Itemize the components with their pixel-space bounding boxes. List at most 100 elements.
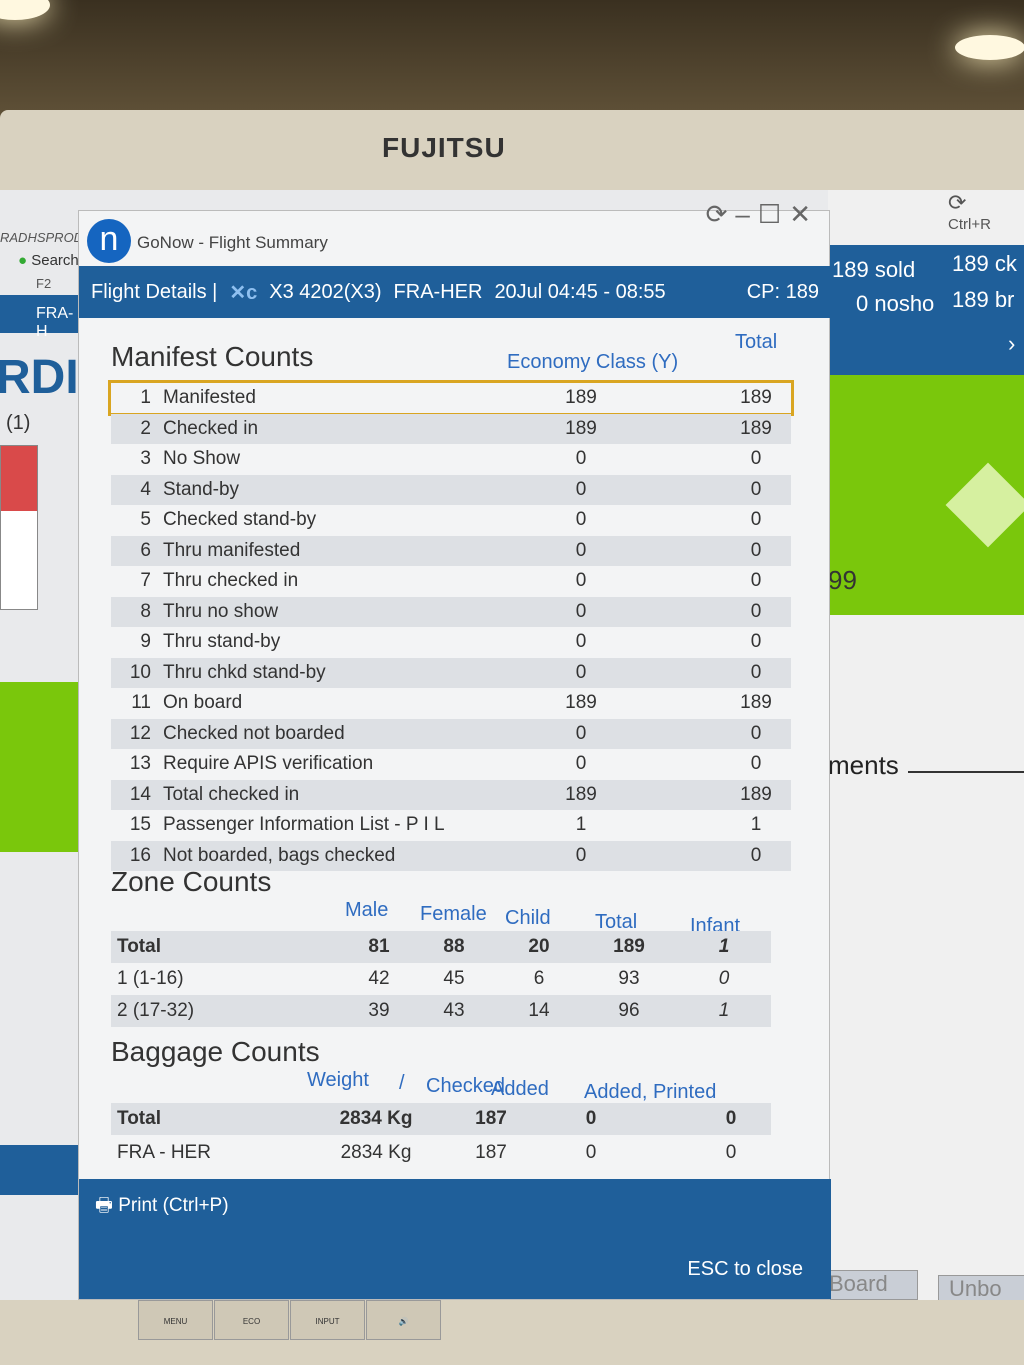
baggage-value: 0 <box>585 1108 597 1129</box>
row-label: Checked in <box>163 417 259 439</box>
total-value: 189 <box>740 417 772 439</box>
ceiling-light <box>0 0 50 20</box>
flight-header: Flight Details | ✕c X3 4202(X3) FRA-HER … <box>79 266 831 318</box>
total-value: 0 <box>750 448 762 469</box>
chevron-right-icon[interactable]: › <box>1008 331 1016 356</box>
refresh-icon[interactable]: ⟳ <box>705 199 736 229</box>
manifest-row: 11 On board 189 189 <box>111 688 791 718</box>
partial-label: ments <box>828 750 899 780</box>
total-value: 189 <box>740 692 772 713</box>
ceiling-light <box>955 35 1024 60</box>
maximize-button[interactable]: ☐ <box>757 199 790 229</box>
baggage-value: 187 <box>475 1108 507 1129</box>
total-value: 0 <box>750 509 762 530</box>
print-button[interactable]: 🖶 Print (Ctrl+P) <box>95 1191 229 1223</box>
dialog-titlebar: n GoNow - Flight Summary ⟳–☐✕ <box>79 199 829 271</box>
divider <box>908 771 1024 773</box>
monitor-button[interactable]: ECO <box>214 1300 289 1340</box>
manifest-row: 10 Thru chkd stand-by 0 0 <box>111 657 791 688</box>
zone-label: Total <box>117 936 161 957</box>
economy-value: 0 <box>575 600 587 622</box>
manifest-row: 7 Thru checked in 0 0 <box>111 566 791 596</box>
row-label: Thru checked in <box>163 570 299 591</box>
zone-value: 20 <box>528 936 550 957</box>
economy-value: 0 <box>575 661 587 683</box>
partial-number: 99 <box>828 565 857 595</box>
print-label: Print (Ctrl+P) <box>118 1195 229 1216</box>
total-value: 0 <box>750 570 762 591</box>
zone-value: 96 <box>618 1000 640 1021</box>
zone-label: 1 (1-16) <box>117 968 184 989</box>
row-label: Passenger Information List - P I L <box>163 814 445 835</box>
economy-value: 0 <box>575 448 587 469</box>
green-panel: 99 <box>828 375 1024 615</box>
monitor-button[interactable]: MENU <box>138 1300 213 1340</box>
economy-value: 189 <box>565 387 597 408</box>
economy-value: 0 <box>575 753 587 774</box>
economy-value: 0 <box>575 478 587 500</box>
row-number: 5 <box>140 509 151 530</box>
zone-title: Zone Counts <box>111 866 272 897</box>
total-value: 0 <box>750 753 762 774</box>
zone-value: 43 <box>443 1000 465 1021</box>
search-button[interactable]: ● Search <box>18 252 79 269</box>
background-footer <box>0 1145 80 1195</box>
baggage-value: 0 <box>585 1142 597 1163</box>
manifest-row: 2 Checked in 189 189 <box>111 413 791 444</box>
dialog-title: GoNow - Flight Summary <box>137 233 328 252</box>
monitor-button[interactable]: INPUT <box>290 1300 365 1340</box>
board-button[interactable]: Board <box>818 1270 918 1300</box>
total-value: 189 <box>740 783 772 805</box>
background-app-left: RADHSPROD1 ● Search F2 FRA-H RDIN (1) <box>0 190 113 1300</box>
zone-row: 2 (17-32) 39 43 14 96 1 <box>111 995 771 1027</box>
refresh-button[interactable]: ⟳ Ctrl+R <box>948 190 991 233</box>
baggage-value: 2834 Kg <box>340 1142 412 1163</box>
zone-value: 1 <box>718 1000 730 1021</box>
green-block <box>0 682 80 852</box>
row-number: 15 <box>129 814 151 835</box>
row-label: Thru chkd stand-by <box>163 661 326 683</box>
baggage-col-header: Added, Printed <box>584 1081 717 1103</box>
close-button[interactable]: ✕ <box>789 199 819 229</box>
manifest-row: 13 Require APIS verification 0 0 <box>111 749 791 779</box>
background-app-right: ⟳ Ctrl+R 189 sold 189 ck 0 nosho 189 br ›… <box>818 190 1024 1300</box>
zone-col-header: Total <box>595 911 638 933</box>
background-count: (1) <box>6 412 31 434</box>
baggage-value: 187 <box>475 1142 507 1163</box>
refresh-shortcut: Ctrl+R <box>948 216 991 233</box>
dialog-footer: 🖶 Print (Ctrl+P) ESC to close <box>79 1179 831 1299</box>
economy-value: 0 <box>575 509 587 530</box>
minimize-button[interactable]: – <box>735 199 758 229</box>
background-card <box>0 445 38 610</box>
row-number: 4 <box>140 478 151 500</box>
status-dot-icon: ● <box>18 252 28 269</box>
economy-value: 0 <box>575 539 587 561</box>
monitor-button[interactable]: 🔊 <box>366 1300 441 1340</box>
flight-details-label: Flight Details | <box>91 280 218 303</box>
esc-close-hint[interactable]: ESC to close <box>687 1258 803 1280</box>
zone-value: 88 <box>443 936 465 957</box>
app-logo: n <box>87 219 131 263</box>
row-label: Manifested <box>163 387 256 408</box>
total-value: 0 <box>750 539 762 561</box>
col-economy: Economy Class (Y) <box>507 351 679 373</box>
total-value: 1 <box>750 814 762 835</box>
monitor-brand: FUJITSU <box>382 132 506 163</box>
row-number: 12 <box>129 722 151 744</box>
window-controls: ⟳–☐✕ <box>706 199 819 230</box>
baggage-title: Baggage Counts <box>111 1036 320 1067</box>
manifest-title: Manifest Counts <box>111 341 314 372</box>
row-label: Checked stand-by <box>163 509 317 530</box>
route-fragment: FRA-H <box>0 295 80 340</box>
row-label: Thru stand-by <box>163 631 281 652</box>
row-number: 11 <box>131 692 151 713</box>
noshow-count: 0 nosho <box>856 291 935 316</box>
row-number: 2 <box>140 417 151 439</box>
baggage-col-header: Weight <box>307 1069 369 1091</box>
server-name: RADHSPROD1 <box>0 230 91 245</box>
row-label: Total checked in <box>163 783 300 805</box>
unboard-button[interactable]: Unbo <box>938 1275 1024 1300</box>
baggage-label: Total <box>117 1108 161 1129</box>
total-value: 0 <box>750 661 762 683</box>
zone-value: 81 <box>368 936 390 957</box>
